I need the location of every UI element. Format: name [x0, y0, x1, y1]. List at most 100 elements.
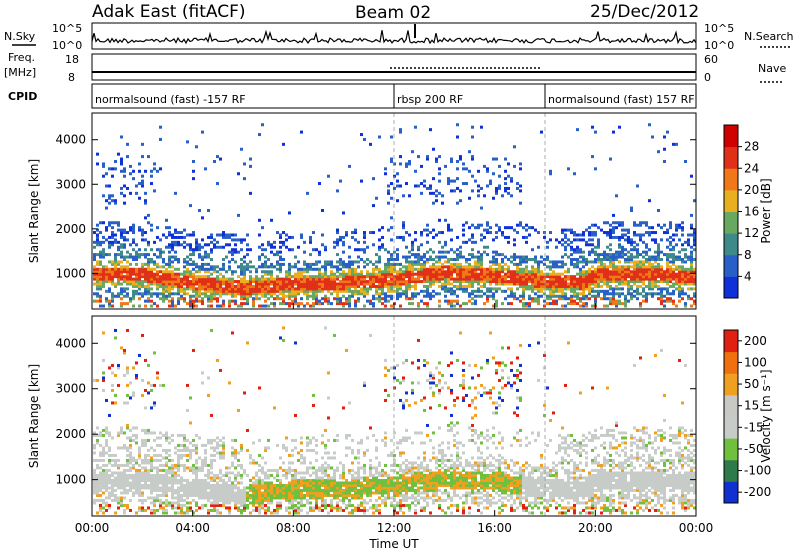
- range-cell: [420, 275, 423, 279]
- range-cell: [270, 511, 273, 515]
- range-cell: [525, 255, 528, 259]
- range-cell: [162, 483, 165, 487]
- range-cell: [612, 253, 615, 257]
- range-cell: [426, 228, 429, 232]
- range-cell: [348, 289, 351, 293]
- range-cell: [261, 226, 264, 230]
- range-cell: [555, 275, 558, 279]
- range-cell: [105, 280, 108, 284]
- range-cell: [585, 240, 588, 244]
- range-cell: [609, 270, 612, 274]
- range-cell: [687, 255, 690, 259]
- range-cell: [375, 260, 378, 264]
- range-cell: [495, 257, 498, 261]
- range-cell: [174, 231, 177, 235]
- range-cell: [513, 145, 516, 149]
- range-cell: [297, 292, 300, 296]
- range-cell: [588, 280, 591, 284]
- range-cell: [240, 463, 243, 467]
- range-cell: [276, 282, 279, 286]
- range-cell: [339, 284, 342, 288]
- range-cell: [102, 277, 105, 281]
- range-cell: [609, 265, 612, 269]
- range-cell: [114, 233, 117, 237]
- range-cell: [474, 255, 477, 259]
- range-cell: [102, 458, 105, 462]
- range-cell: [279, 456, 282, 460]
- range-cell: [501, 277, 504, 281]
- range-cell: [129, 481, 132, 485]
- range-cell: [492, 257, 495, 261]
- range-cell: [606, 280, 609, 284]
- range-cell: [408, 282, 411, 286]
- range-cell: [294, 272, 297, 276]
- range-cell: [105, 238, 108, 242]
- range-cell: [582, 233, 585, 237]
- range-cell: [666, 260, 669, 264]
- range-cell: [504, 262, 507, 266]
- range-cell: [645, 257, 648, 261]
- range-cell: [375, 287, 378, 291]
- range-cell: [204, 493, 207, 497]
- range-cell: [354, 238, 357, 242]
- range-cell: [117, 228, 120, 232]
- range-cell: [243, 302, 246, 306]
- range-cell: [516, 255, 519, 259]
- range-cell: [555, 282, 558, 286]
- range-cell: [483, 164, 486, 168]
- range-cell: [288, 501, 291, 505]
- range-cell: [114, 478, 117, 482]
- range-cell: [198, 270, 201, 274]
- range-cell: [258, 245, 261, 249]
- range-cell: [198, 483, 201, 487]
- range-cell: [495, 275, 498, 279]
- range-cell: [561, 294, 564, 298]
- range-cell: [144, 358, 147, 362]
- range-cell: [297, 277, 300, 281]
- range-cell: [579, 287, 582, 291]
- range-cell: [132, 248, 135, 252]
- range-cell: [672, 277, 675, 281]
- range-cell: [111, 299, 114, 303]
- range-cell: [222, 262, 225, 266]
- range-cell: [525, 223, 528, 227]
- range-cell: [102, 473, 105, 477]
- range-cell: [648, 280, 651, 284]
- range-cell: [156, 371, 159, 375]
- range-cell: [360, 289, 363, 293]
- range-cell: [279, 267, 282, 271]
- range-cell: [195, 243, 198, 247]
- range-cell: [336, 282, 339, 286]
- range-cell: [159, 493, 162, 497]
- range-cell: [537, 275, 540, 279]
- range-cell: [228, 381, 231, 385]
- range-cell: [219, 453, 222, 457]
- range-cell: [465, 302, 468, 306]
- range-cell: [411, 243, 414, 247]
- range-cell: [312, 267, 315, 271]
- range-cell: [516, 272, 519, 276]
- range-cell: [369, 275, 372, 279]
- range-cell: [357, 248, 360, 252]
- range-cell: [543, 275, 546, 279]
- range-cell: [216, 501, 219, 505]
- range-cell: [183, 245, 186, 249]
- range-cell: [516, 282, 519, 286]
- range-cell: [150, 466, 153, 470]
- range-cell: [438, 260, 441, 264]
- range-cell: [267, 243, 270, 247]
- range-cell: [237, 282, 240, 286]
- range-cell: [186, 302, 189, 306]
- range-cell: [459, 265, 462, 269]
- range-cell: [96, 486, 99, 490]
- range-cell: [282, 297, 285, 301]
- range-cell: [381, 245, 384, 249]
- range-cell: [270, 272, 273, 276]
- range-cell: [165, 294, 168, 298]
- range-cell: [225, 277, 228, 281]
- range-cell: [330, 275, 333, 279]
- range-cell: [159, 468, 162, 472]
- range-cell: [690, 223, 693, 227]
- range-cell: [396, 280, 399, 284]
- range-cell: [273, 240, 276, 244]
